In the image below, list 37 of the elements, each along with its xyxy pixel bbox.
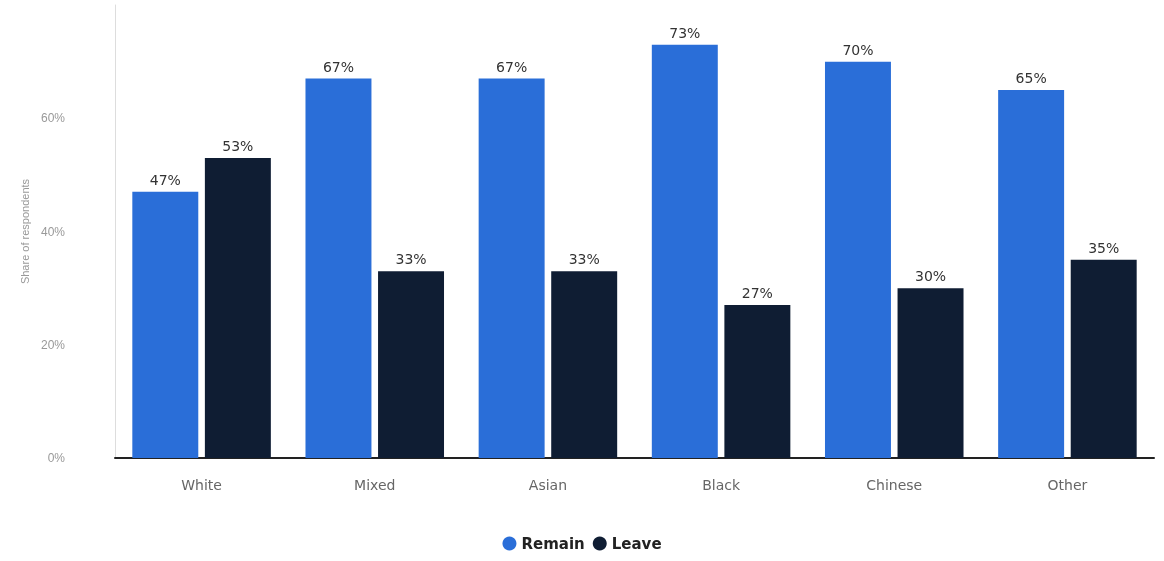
data-label: 67% xyxy=(496,58,528,75)
data-label: 33% xyxy=(395,251,427,268)
bar xyxy=(724,305,791,458)
bar xyxy=(897,288,964,458)
x-tick-label: Black xyxy=(702,477,741,493)
data-label: 27% xyxy=(741,285,773,302)
data-label: 47% xyxy=(149,171,181,188)
x-tick-label: Asian xyxy=(528,477,568,493)
data-label: 70% xyxy=(842,41,874,58)
bar xyxy=(478,78,545,458)
x-tick-label: Mixed xyxy=(354,477,396,493)
x-tick-label: White xyxy=(181,477,222,493)
legend-label: Leave xyxy=(611,534,662,553)
data-label: 53% xyxy=(222,137,254,154)
data-label: 73% xyxy=(669,24,701,41)
data-label: 67% xyxy=(322,58,355,75)
y-tick-label: 20% xyxy=(40,337,66,352)
bar xyxy=(1070,259,1137,458)
bar xyxy=(998,89,1065,458)
x-tick-label: Chinese xyxy=(866,477,923,493)
bar xyxy=(824,61,891,458)
data-label: 30% xyxy=(914,268,947,285)
y-tick-label: 0% xyxy=(47,451,66,465)
y-axis-title: Share of respondents xyxy=(18,178,31,285)
bar xyxy=(132,191,199,458)
bar xyxy=(305,78,372,458)
y-tick-label: 40% xyxy=(40,224,66,239)
legend-label: Remain xyxy=(521,534,585,553)
bar xyxy=(651,44,718,458)
x-tick-label: Other xyxy=(1047,477,1088,493)
bar xyxy=(551,271,618,458)
bar xyxy=(378,271,445,458)
data-label: 33% xyxy=(568,251,600,268)
y-tick-label: 60% xyxy=(40,111,66,126)
bar xyxy=(204,157,271,458)
data-label: 35% xyxy=(1088,239,1120,256)
data-label: 65% xyxy=(1015,69,1047,86)
